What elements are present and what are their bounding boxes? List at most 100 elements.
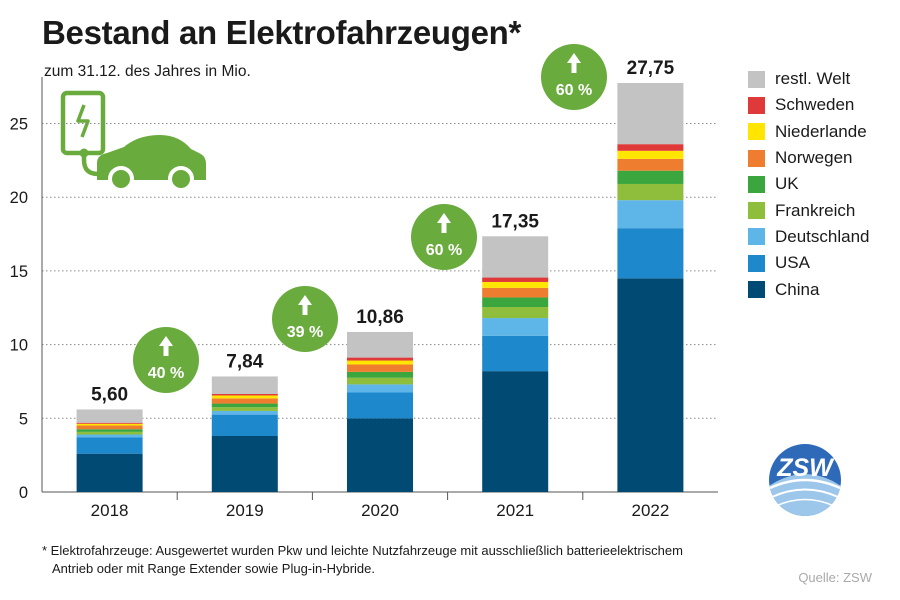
legend-swatch — [748, 70, 765, 88]
bar-segment-norwegen-2022 — [617, 158, 684, 171]
bar-segment-deutschland-2021 — [482, 318, 549, 336]
x-tick-label: 2018 — [91, 501, 129, 520]
growth-badge-2021: 60 % — [411, 204, 477, 270]
bar-segment-usa-2020 — [347, 392, 413, 419]
bar-segment-china-2020 — [347, 418, 413, 492]
legend-label: USA — [775, 253, 810, 273]
arrow-up-head — [298, 295, 312, 305]
legend-swatch — [748, 228, 765, 246]
legend-swatch — [748, 96, 765, 114]
legend-swatch — [748, 149, 765, 167]
legend-label: restl. Welt — [775, 69, 851, 89]
bar-segment-deutschland-2020 — [347, 384, 413, 393]
legend-item-schweden: Schweden — [748, 92, 870, 118]
arrow-up-shaft — [571, 62, 577, 73]
bar-segment-uk-2020 — [347, 371, 413, 378]
legend-item-frankreich: Frankreich — [748, 197, 870, 223]
legend-item-restl-welt: restl. Welt — [748, 66, 870, 92]
growth-badge-2022: 60 % — [541, 44, 607, 110]
plug-dot-icon — [79, 148, 89, 158]
arrow-up-head — [159, 336, 173, 346]
bar-segment-restl-welt-2018 — [76, 409, 143, 423]
legend-item-norwegen: Norwegen — [748, 145, 870, 171]
bar-segment-china-2021 — [482, 371, 549, 492]
growth-badge-2020: 39 % — [272, 286, 338, 352]
legend-label: UK — [775, 174, 799, 194]
growth-badge-label: 39 % — [287, 324, 323, 341]
source-label: Quelle: ZSW — [798, 570, 872, 585]
bar-total-label: 27,75 — [627, 58, 675, 79]
growth-badge-label: 60 % — [426, 242, 462, 259]
x-tick-label: 2021 — [496, 501, 534, 520]
bar-total-label: 5,60 — [91, 384, 128, 405]
bar-segment-usa-2021 — [482, 335, 549, 372]
bar-segment-frankreich-2022 — [617, 183, 684, 201]
bar-total-label: 17,35 — [491, 211, 539, 232]
legend-label: Norwegen — [775, 148, 853, 168]
footnote-line-2: Antrieb oder mit Range Extender sowie Pl… — [52, 561, 375, 576]
car-icon — [97, 135, 206, 192]
bar-segment-restl-welt-2019 — [211, 376, 278, 394]
bar-segment-deutschland-2019 — [211, 410, 278, 415]
logo-text: ZSW — [776, 454, 835, 482]
legend-swatch — [748, 175, 765, 193]
bar-segment-uk-2018 — [76, 429, 143, 432]
growth-badge-circle — [541, 44, 607, 110]
arrow-up-shaft — [441, 222, 447, 233]
legend-item-deutschland: Deutschland — [748, 224, 870, 250]
arrow-up-head — [567, 53, 581, 63]
legend-label: Schweden — [775, 95, 855, 115]
bar-segment-usa-2019 — [211, 414, 278, 436]
bar-segment-frankreich-2018 — [76, 431, 143, 435]
x-tick-label: 2019 — [226, 501, 264, 520]
legend-label: Deutschland — [775, 226, 870, 246]
legend-swatch — [748, 202, 765, 220]
bar-segment-norwegen-2021 — [482, 287, 549, 298]
bar-total-label: 10,86 — [356, 307, 404, 328]
bar-segment-restl-welt-2021 — [482, 236, 549, 278]
bar-segment-norwegen-2018 — [76, 425, 143, 430]
y-tick-label: 5 — [19, 410, 28, 428]
bar-segment-deutschland-2018 — [76, 434, 143, 438]
bar-segment-usa-2022 — [617, 228, 684, 279]
y-tick-label: 15 — [10, 263, 28, 281]
bar-segment-deutschland-2022 — [617, 200, 684, 229]
bar-segment-china-2019 — [211, 435, 278, 492]
chart-title: Bestand an Elektrofahrzeugen* — [42, 14, 522, 51]
bar-segment-restl-welt-2022 — [617, 83, 684, 145]
bar-segment-usa-2018 — [76, 437, 143, 454]
bar-segment-restl-welt-2020 — [347, 331, 413, 358]
bar-segment-niederlande-2022 — [617, 150, 684, 159]
bar-total-label: 7,84 — [226, 351, 263, 372]
y-tick-label: 25 — [10, 116, 28, 134]
y-tick-label: 0 — [19, 484, 28, 502]
chart-subtitle: zum 31.12. des Jahres in Mio. — [44, 63, 251, 80]
bar-segment-uk-2021 — [482, 297, 549, 308]
legend-item-china: China — [748, 276, 870, 302]
footnote: * Elektrofahrzeuge: Ausgewertet wurden P… — [42, 542, 882, 578]
bar-segment-norwegen-2020 — [347, 364, 413, 372]
arrow-up-head — [437, 213, 451, 223]
arrow-up-icon — [567, 53, 581, 73]
bar-segment-uk-2019 — [211, 403, 278, 408]
arrow-up-icon — [298, 295, 312, 315]
bar-segment-frankreich-2021 — [482, 307, 549, 319]
bar-segment-niederlande-2018 — [76, 423, 143, 426]
zsw-logo: ZSW — [769, 444, 841, 516]
legend-swatch — [748, 123, 765, 141]
legend-label: Frankreich — [775, 200, 856, 220]
x-tick-label: 2020 — [361, 501, 399, 520]
y-tick-label: 20 — [10, 189, 28, 207]
legend-swatch — [748, 254, 765, 272]
bar-segment-china-2018 — [76, 453, 143, 492]
arrow-up-icon — [437, 213, 451, 233]
arrow-up-shaft — [302, 304, 308, 315]
growth-badge-2019: 40 % — [133, 327, 199, 393]
y-tick-label: 10 — [10, 337, 28, 355]
growth-badge-circle — [272, 286, 338, 352]
legend-item-uk: UK — [748, 171, 870, 197]
legend: restl. Welt Schweden Niederlande Norwegen UK… — [748, 66, 870, 303]
bar-segment-schweden-2022 — [617, 144, 684, 151]
legend-swatch — [748, 281, 765, 299]
